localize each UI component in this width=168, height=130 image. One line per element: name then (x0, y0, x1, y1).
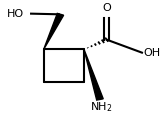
Text: HO: HO (7, 9, 24, 19)
Polygon shape (84, 49, 103, 100)
Text: OH: OH (144, 48, 161, 58)
Text: O: O (102, 3, 111, 13)
Text: NH$_2$: NH$_2$ (90, 100, 112, 114)
Polygon shape (44, 13, 64, 49)
